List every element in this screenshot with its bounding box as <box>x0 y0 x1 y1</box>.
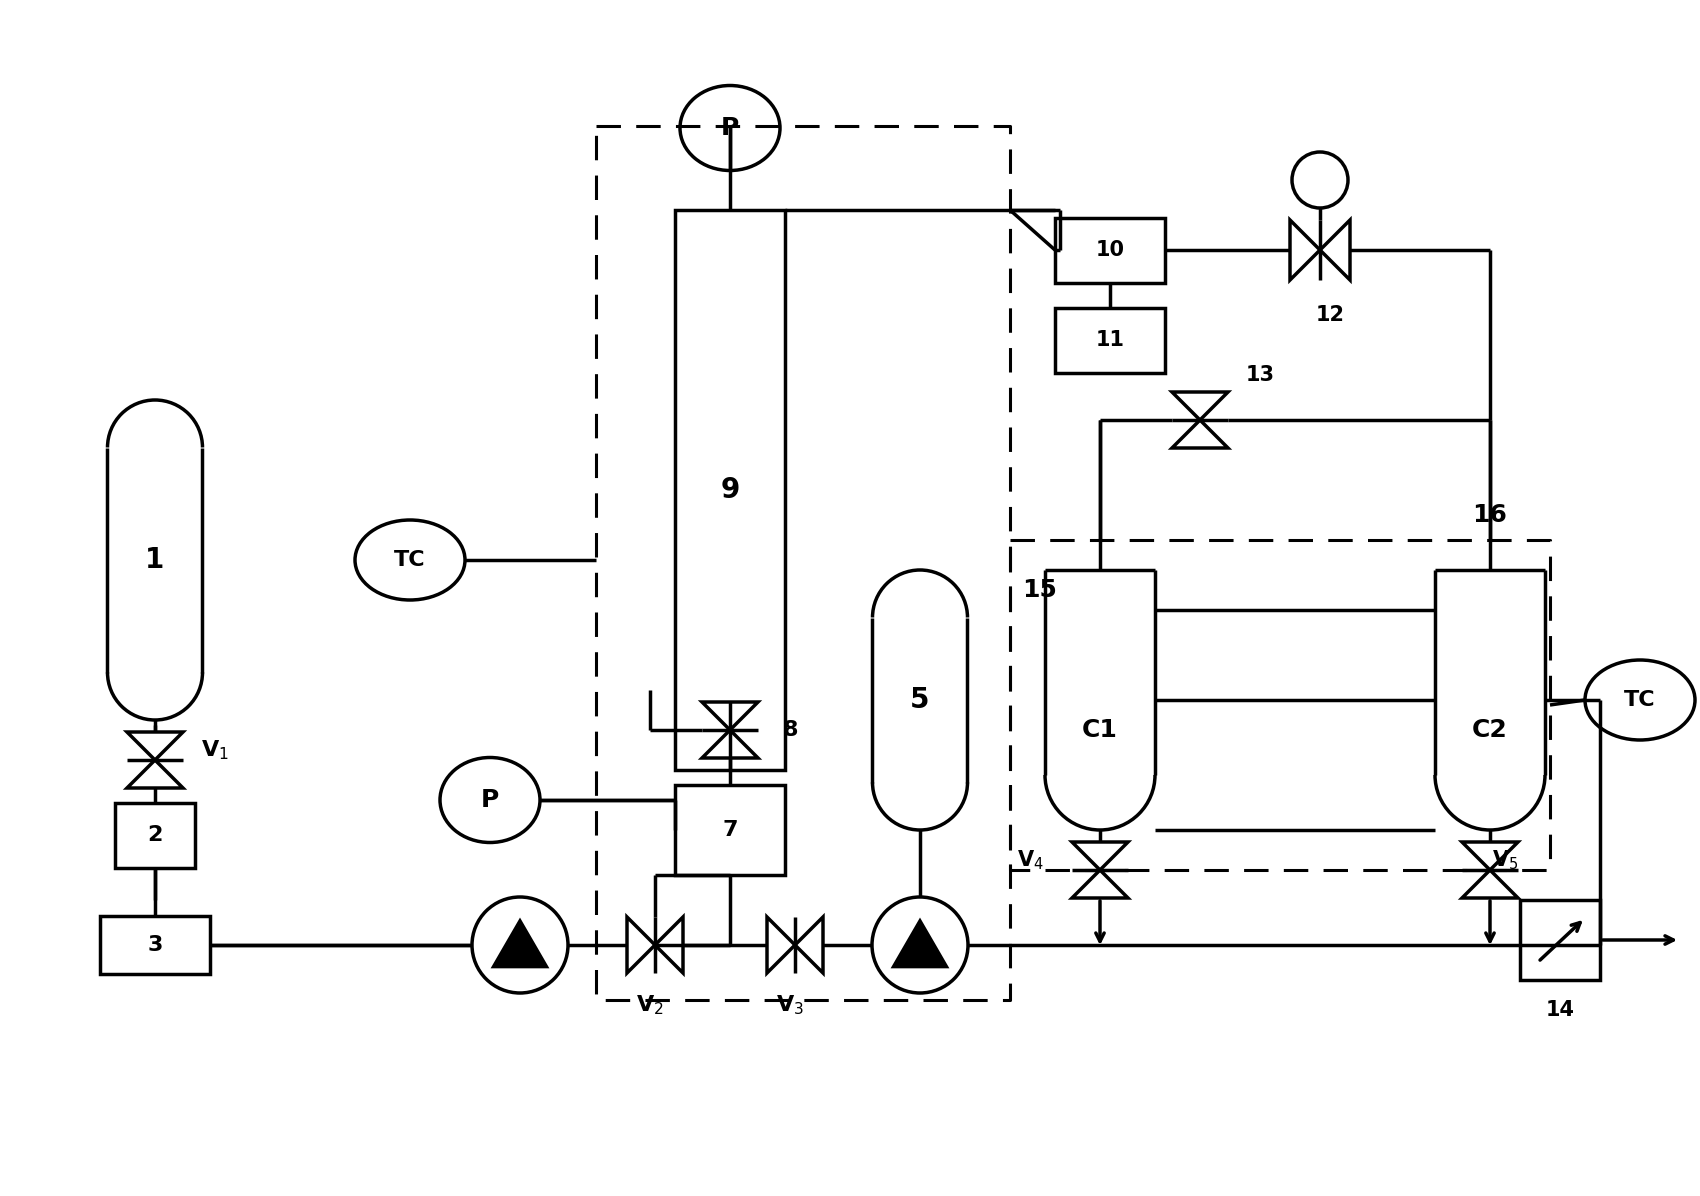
Text: 7: 7 <box>722 820 738 840</box>
Text: P: P <box>721 116 740 140</box>
Text: C2: C2 <box>1472 718 1508 742</box>
Polygon shape <box>796 917 823 974</box>
Bar <box>1520 901 1600 980</box>
Text: TC: TC <box>1624 690 1656 710</box>
Ellipse shape <box>355 520 466 600</box>
Bar <box>1056 218 1165 282</box>
Text: 13: 13 <box>1246 365 1275 385</box>
Polygon shape <box>702 702 758 730</box>
Text: 15: 15 <box>1023 578 1057 602</box>
Polygon shape <box>654 917 683 974</box>
Bar <box>100 916 211 974</box>
Polygon shape <box>627 917 654 974</box>
Bar <box>1056 307 1165 372</box>
Polygon shape <box>1462 869 1518 898</box>
Polygon shape <box>702 730 758 758</box>
Text: 10: 10 <box>1095 240 1124 260</box>
Bar <box>675 210 785 770</box>
Circle shape <box>473 897 568 993</box>
Text: 16: 16 <box>1472 504 1508 527</box>
Polygon shape <box>1319 220 1350 280</box>
Text: 8: 8 <box>782 720 797 740</box>
Polygon shape <box>1462 842 1518 869</box>
Text: 2: 2 <box>148 825 163 846</box>
Text: 12: 12 <box>1316 305 1345 325</box>
Polygon shape <box>1171 392 1227 420</box>
Text: V$_3$: V$_3$ <box>775 993 804 1017</box>
Text: TC: TC <box>394 550 425 570</box>
Polygon shape <box>1290 220 1319 280</box>
Text: 14: 14 <box>1545 1000 1574 1020</box>
Text: 3: 3 <box>148 935 163 954</box>
Text: 1: 1 <box>146 547 165 574</box>
Bar <box>116 803 196 867</box>
Polygon shape <box>1073 869 1129 898</box>
Bar <box>675 785 785 875</box>
Polygon shape <box>894 921 947 966</box>
Polygon shape <box>128 732 184 759</box>
Ellipse shape <box>440 757 541 842</box>
Text: P: P <box>481 788 500 812</box>
Polygon shape <box>767 917 796 974</box>
Polygon shape <box>493 921 546 966</box>
Text: 9: 9 <box>721 476 740 504</box>
Text: 11: 11 <box>1095 330 1124 350</box>
Text: 5: 5 <box>910 687 930 714</box>
Text: V$_5$: V$_5$ <box>1493 848 1518 872</box>
Text: V$_4$: V$_4$ <box>1017 848 1044 872</box>
Polygon shape <box>1073 842 1129 869</box>
Text: V$_2$: V$_2$ <box>636 993 663 1017</box>
Text: V$_1$: V$_1$ <box>201 738 230 762</box>
Polygon shape <box>1171 420 1227 448</box>
Text: 6: 6 <box>913 935 928 954</box>
Ellipse shape <box>1584 660 1695 740</box>
Ellipse shape <box>680 85 780 171</box>
Text: 4: 4 <box>512 935 527 954</box>
Polygon shape <box>128 759 184 788</box>
Text: C1: C1 <box>1083 718 1119 742</box>
Circle shape <box>1292 152 1348 208</box>
Circle shape <box>872 897 967 993</box>
